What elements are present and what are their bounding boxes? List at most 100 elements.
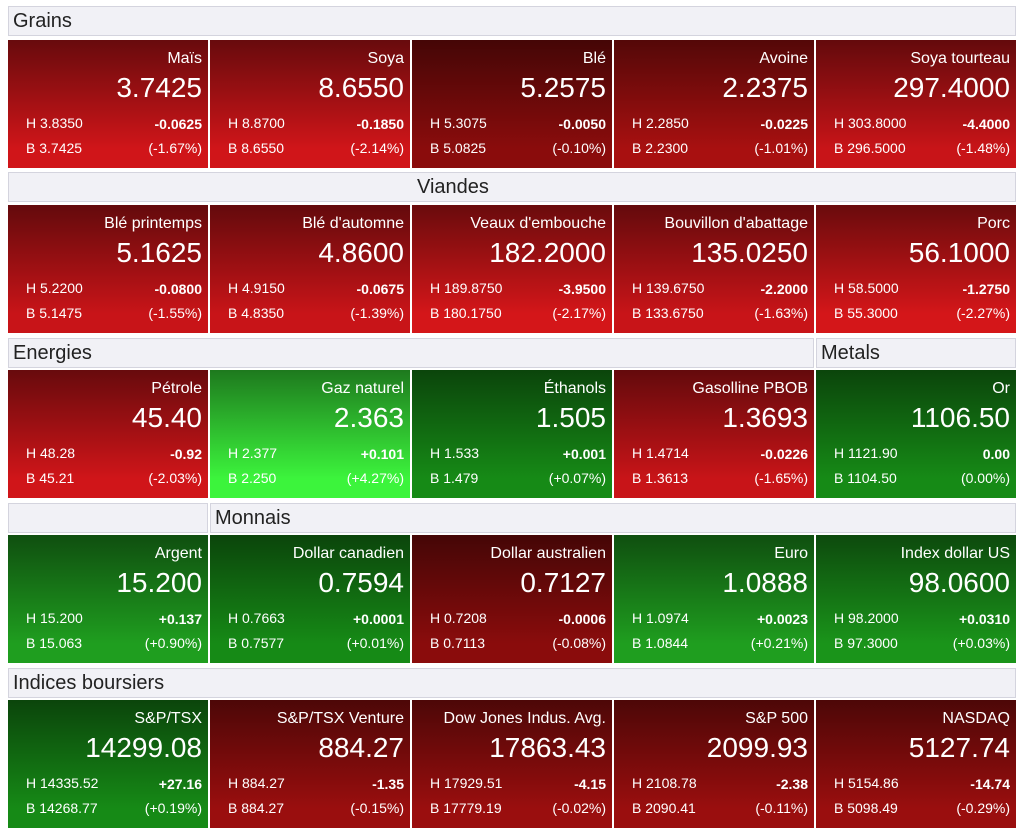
name: Soya tourteau <box>910 50 1010 67</box>
last-price: 5.1625 <box>116 237 202 268</box>
section-header: Monnais <box>210 503 1016 533</box>
low: B 1104.50 <box>834 470 897 486</box>
high: H 5.3075 <box>430 115 487 131</box>
quote-tile[interactable]: S&P 500 2099.93 H 2108.78 -2.38 B 2090.41 (-0… <box>614 700 814 828</box>
quote-tile[interactable]: Porc 56.1000 H 58.5000 -1.2750 B 55.3000 (-2.… <box>816 205 1016 333</box>
high: H 17929.51 <box>430 775 503 791</box>
low: B 0.7113 <box>430 635 486 651</box>
percent: (-2.27%) <box>956 305 1010 321</box>
last-price: 1.505 <box>535 402 606 433</box>
percent: (-1.63%) <box>754 305 808 321</box>
name: S&P/TSX Venture <box>276 710 404 727</box>
name: Argent <box>154 545 202 562</box>
quote-tile[interactable]: Maïs 3.7425 H 3.8350 -0.0625 B 3.7425 (-1.67%… <box>8 40 208 168</box>
percent: (0.00%) <box>960 470 1010 486</box>
percent: (+0.19%) <box>144 800 202 816</box>
high: H 1.4714 <box>632 445 689 461</box>
name: Blé printemps <box>104 215 202 232</box>
percent: (+0.01%) <box>346 635 404 651</box>
quote-tile[interactable]: Dollar australien 0.7127 H 0.7208 -0.0006 B … <box>412 535 612 663</box>
high: H 15.200 <box>26 610 83 626</box>
percent: (+4.27%) <box>346 470 404 486</box>
section-header: Metals <box>816 338 1016 368</box>
change: +0.101 <box>360 446 404 462</box>
percent: (-0.10%) <box>552 140 606 156</box>
low: B 1.479 <box>430 470 479 486</box>
quote-tile[interactable]: Bouvillon d'abattage 135.0250 H 139.6750 -2… <box>614 205 814 333</box>
high: H 1.533 <box>430 445 480 461</box>
low: B 0.7577 <box>228 635 285 651</box>
name: S&P 500 <box>745 710 808 727</box>
high: H 884.27 <box>228 775 285 791</box>
change: -4.4000 <box>962 116 1010 132</box>
quote-tile[interactable]: S&P/TSX Venture 884.27 H 884.27 -1.35 B 884.… <box>210 700 410 828</box>
quote-tile[interactable]: Index dollar US 98.0600 H 98.2000 +0.0310 B … <box>816 535 1016 663</box>
quote-tile[interactable]: Blé 5.2575 H 5.3075 -0.0050 B 5.0825 (-0.10%) <box>412 40 612 168</box>
percent: (-1.65%) <box>754 470 808 486</box>
last-price: 135.0250 <box>691 237 808 268</box>
quote-tile[interactable]: Gasolline PBOB 1.3693 H 1.4714 -0.0226 B 1.3… <box>614 370 814 498</box>
change: -0.0675 <box>356 281 404 297</box>
quote-tile[interactable]: Euro 1.0888 H 1.0974 +0.0023 B 1.0844 (+0.21%… <box>614 535 814 663</box>
quote-tile[interactable]: Veaux d'embouche 182.2000 H 189.8750 -3.950… <box>412 205 612 333</box>
section-header: Viandes <box>8 172 1016 202</box>
quote-tile[interactable]: Blé printemps 5.1625 H 5.2200 -0.0800 B 5.14… <box>8 205 208 333</box>
last-price: 2.2375 <box>722 72 808 103</box>
change: -3.9500 <box>558 281 606 297</box>
low: B 5.1475 <box>26 305 83 321</box>
section-header: Grains <box>8 6 1016 36</box>
last-price: 1.0888 <box>722 567 808 598</box>
quote-tile[interactable]: Éthanols 1.505 H 1.533 +0.001 B 1.479 (+0.07%… <box>412 370 612 498</box>
quote-tile[interactable]: Argent 15.200 H 15.200 +0.137 B 15.063 (+0.90… <box>8 535 208 663</box>
last-price: 2099.93 <box>706 732 808 763</box>
name: Bouvillon d'abattage <box>664 215 808 232</box>
quote-tile[interactable]: Soya tourteau 297.4000 H 303.8000 -4.4000 B … <box>816 40 1016 168</box>
low: B 5098.49 <box>834 800 898 816</box>
low: B 8.6550 <box>228 140 285 156</box>
quote-tile[interactable]: Blé d'automne 4.8600 H 4.9150 -0.0675 B 4.83… <box>210 205 410 333</box>
quote-tile[interactable]: S&P/TSX 14299.08 H 14335.52 +27.16 B 14268.7… <box>8 700 208 828</box>
quote-tile[interactable]: Pétrole 45.40 H 48.28 -0.92 B 45.21 (-2.03%) <box>8 370 208 498</box>
high: H 58.5000 <box>834 280 899 296</box>
name: Blé <box>582 50 606 67</box>
quote-tile[interactable]: Or 1106.50 H 1121.90 0.00 B 1104.50 (0.00%) <box>816 370 1016 498</box>
name: Dow Jones Indus. Avg. <box>443 710 606 727</box>
high: H 303.8000 <box>834 115 907 131</box>
change: +0.0023 <box>757 611 808 627</box>
low: B 2.250 <box>228 470 277 486</box>
quote-tile[interactable]: Gaz naturel 2.363 H 2.377 +0.101 B 2.250 (+4.… <box>210 370 410 498</box>
last-price: 4.8600 <box>318 237 404 268</box>
section-header: Indices boursiers <box>8 668 1016 698</box>
quote-tile[interactable]: Avoine 2.2375 H 2.2850 -0.0225 B 2.2300 (-1.0… <box>614 40 814 168</box>
last-price: 884.27 <box>318 732 404 763</box>
name: Maïs <box>167 50 202 67</box>
change: -0.1850 <box>356 116 404 132</box>
name: NASDAQ <box>942 710 1010 727</box>
last-price: 182.2000 <box>489 237 606 268</box>
low: B 1.0844 <box>632 635 689 651</box>
name: Pétrole <box>151 380 202 397</box>
quote-tile[interactable]: Dollar canadien 0.7594 H 0.7663 +0.0001 B 0.… <box>210 535 410 663</box>
name: Gasolline PBOB <box>692 380 808 397</box>
high: H 98.2000 <box>834 610 899 626</box>
high: H 48.28 <box>26 445 76 461</box>
percent: (-2.14%) <box>350 140 404 156</box>
low: B 55.3000 <box>834 305 898 321</box>
change: -1.35 <box>372 776 404 792</box>
percent: (-1.39%) <box>350 305 404 321</box>
quote-tile[interactable]: Soya 8.6550 H 8.8700 -0.1850 B 8.6550 (-2.14%… <box>210 40 410 168</box>
low: B 180.1750 <box>430 305 502 321</box>
low: B 296.5000 <box>834 140 906 156</box>
change: -2.38 <box>776 776 808 792</box>
last-price: 5127.74 <box>908 732 1010 763</box>
percent: (-0.02%) <box>552 800 606 816</box>
quote-tile[interactable]: Dow Jones Indus. Avg. 17863.43 H 17929.51 -… <box>412 700 612 828</box>
quote-tile[interactable]: NASDAQ 5127.74 H 5154.86 -14.74 B 5098.49 (-0… <box>816 700 1016 828</box>
change: -14.74 <box>970 776 1010 792</box>
percent: (-0.15%) <box>350 800 404 816</box>
percent: (-0.29%) <box>956 800 1010 816</box>
low: B 2090.41 <box>632 800 696 816</box>
last-price: 5.2575 <box>520 72 606 103</box>
name: Or <box>992 380 1010 397</box>
